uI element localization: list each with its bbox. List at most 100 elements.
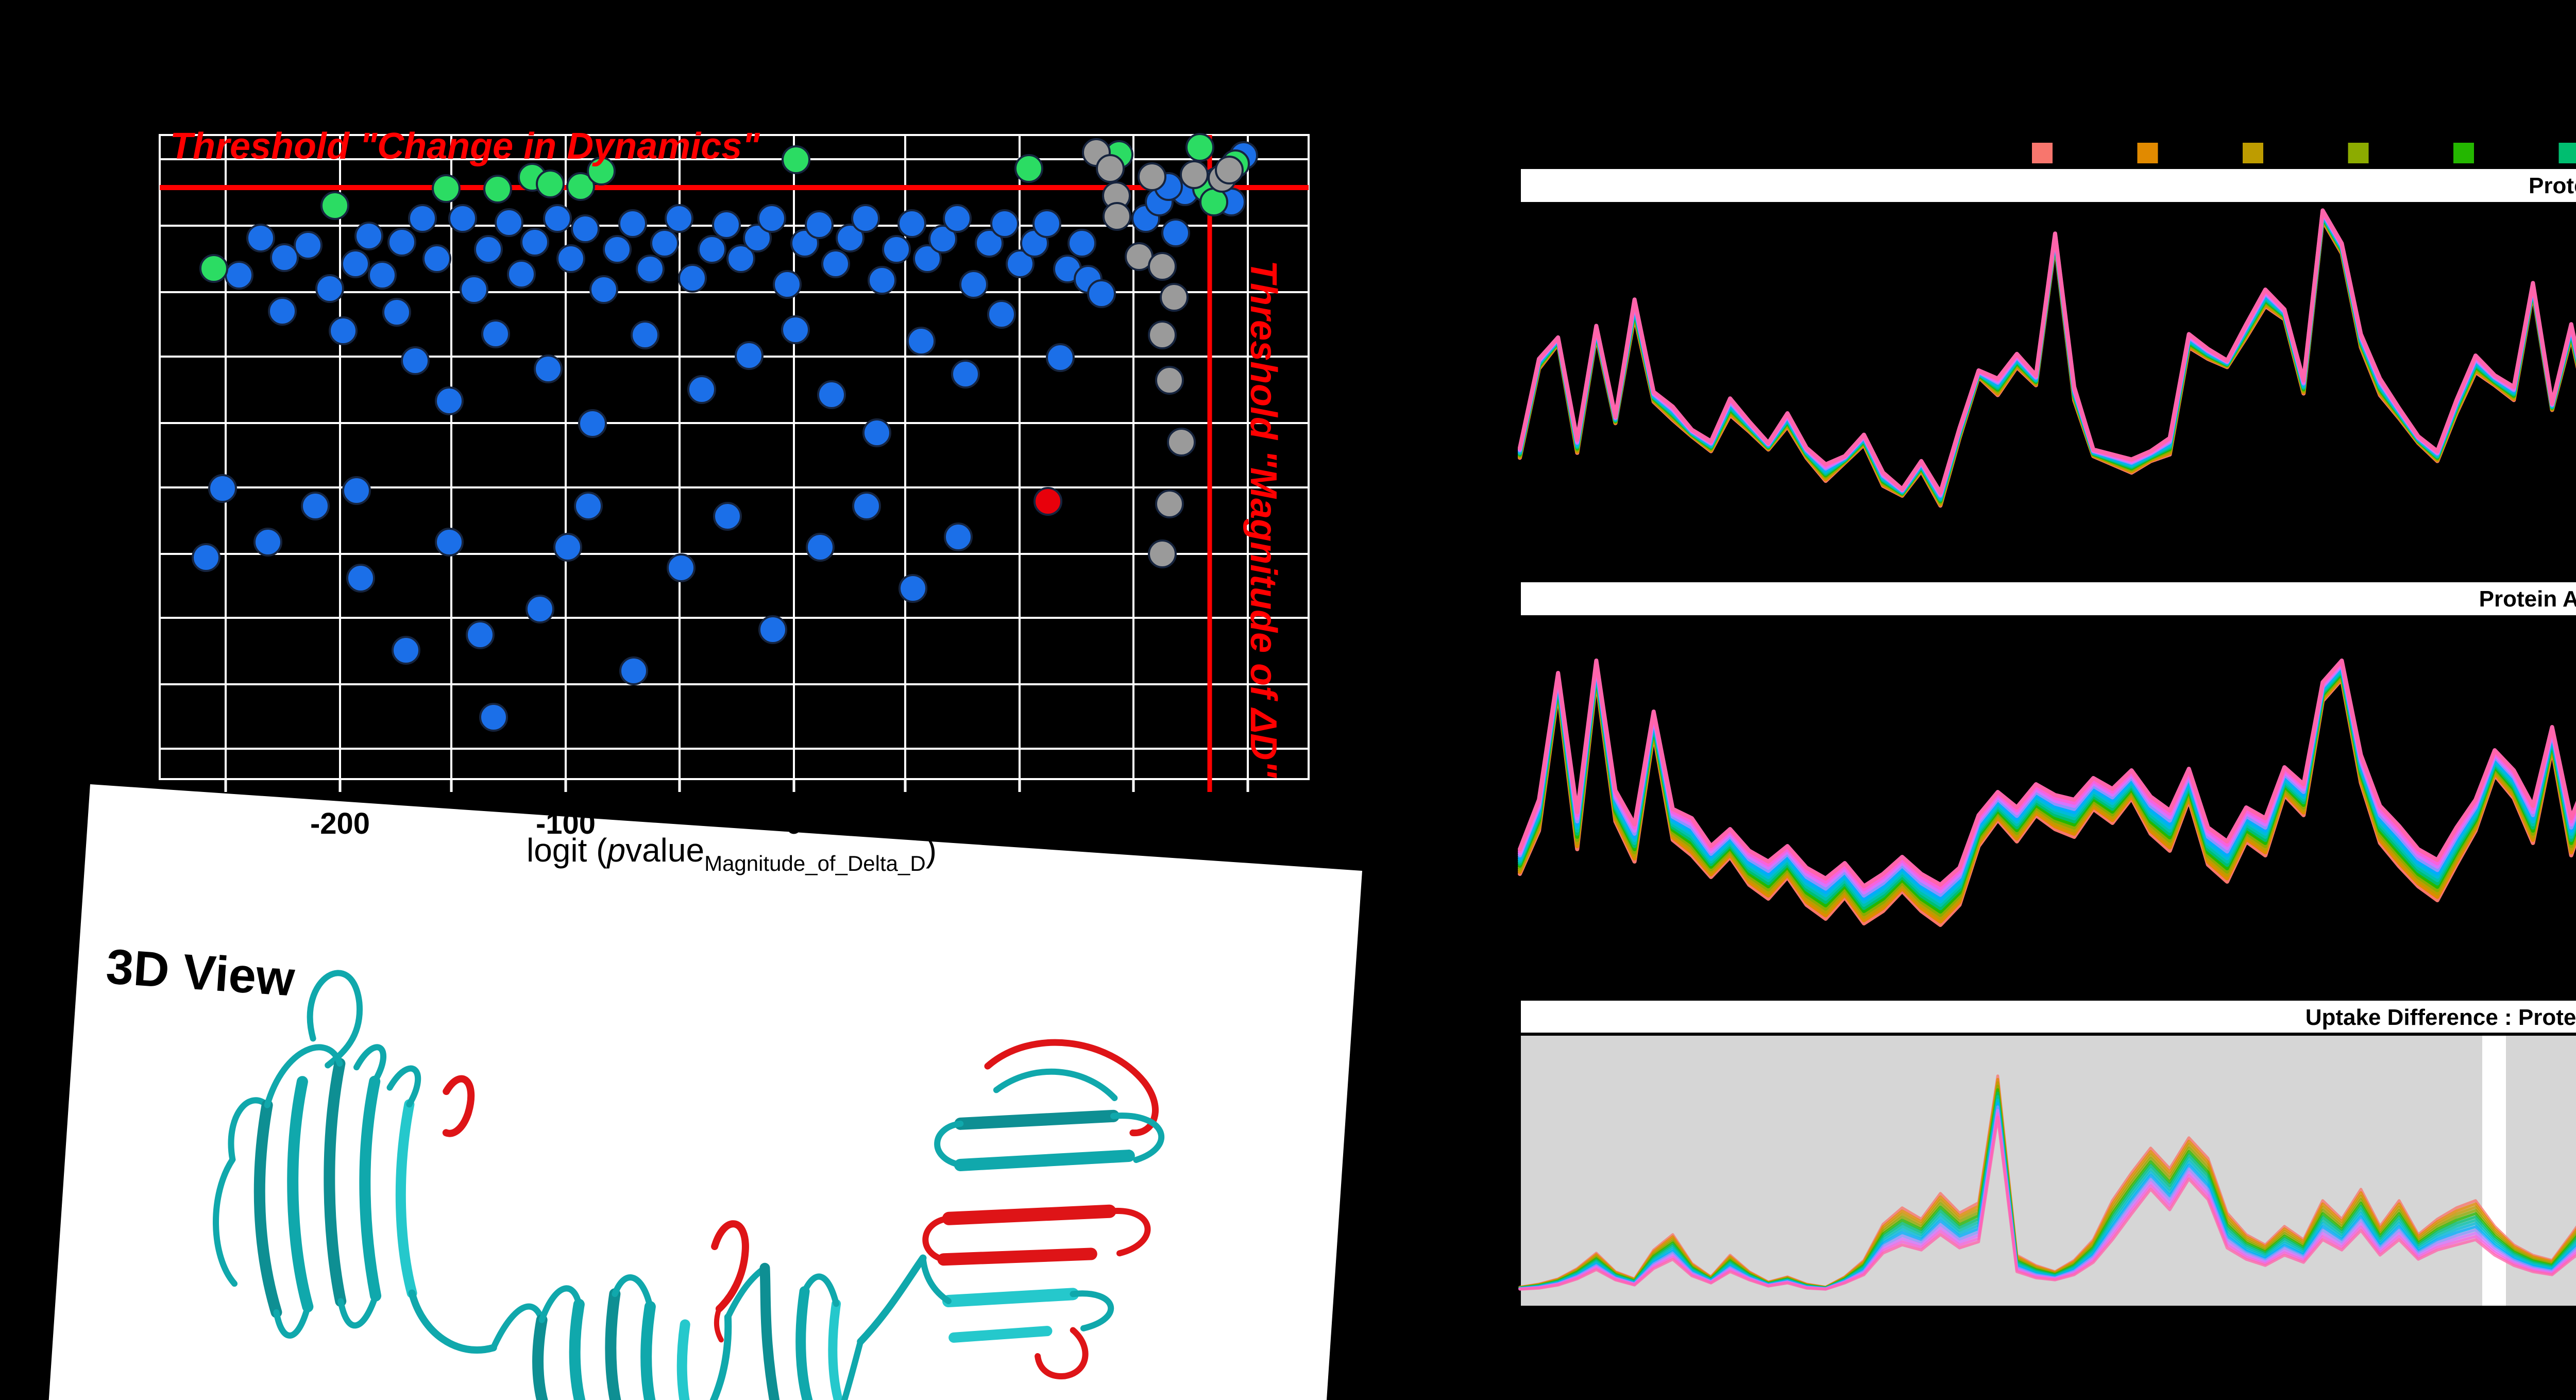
volcano-dot-blue[interactable]: [253, 528, 282, 556]
volcano-dot-blue[interactable]: [1161, 218, 1190, 247]
volcano-dot-blue[interactable]: [667, 553, 696, 582]
volcano-dot-gray[interactable]: [1148, 539, 1177, 568]
volcano-dot-blue[interactable]: [526, 595, 554, 623]
volcano-dot-blue[interactable]: [805, 210, 834, 239]
volcano-dot-gray[interactable]: [1155, 490, 1184, 518]
volcano-dot-blue[interactable]: [520, 228, 549, 257]
volcano-dot-blue[interactable]: [868, 266, 896, 295]
volcano-dot-blue[interactable]: [943, 204, 972, 233]
volcano-dot-blue[interactable]: [1067, 229, 1096, 258]
volcano-dot-blue[interactable]: [556, 244, 585, 273]
volcano-dot-blue[interactable]: [817, 380, 846, 409]
protein-ribbon[interactable]: 3D View: [76, 939, 1170, 1400]
volcano-dot-blue[interactable]: [928, 225, 957, 254]
volcano-dot-blue[interactable]: [944, 522, 973, 551]
volcano-dot-blue[interactable]: [574, 492, 603, 520]
volcano-dot-blue[interactable]: [270, 243, 299, 272]
volcano-dot-blue[interactable]: [354, 222, 383, 250]
volcano-dot-blue[interactable]: [301, 492, 330, 520]
volcano-dot-blue[interactable]: [618, 209, 647, 238]
volcano-dot-blue[interactable]: [698, 235, 726, 264]
volcano-dot-blue[interactable]: [422, 244, 451, 273]
volcano-dot-blue[interactable]: [589, 275, 618, 304]
volcano-dot-blue[interactable]: [781, 315, 810, 344]
volcano-dot-green[interactable]: [782, 145, 810, 174]
volcano-dot-blue[interactable]: [743, 224, 772, 252]
legend-swatch[interactable]: [2137, 143, 2158, 163]
volcano-dot-blue[interactable]: [603, 235, 632, 264]
volcano-dot-blue[interactable]: [1006, 249, 1035, 278]
volcano-dot-blue[interactable]: [713, 502, 742, 531]
volcano-dot-gray[interactable]: [1138, 162, 1166, 191]
volcano-dot-blue[interactable]: [806, 533, 835, 562]
volcano-dot-blue[interactable]: [346, 564, 375, 593]
volcano-dot-blue[interactable]: [192, 543, 221, 572]
volcano-dot-green[interactable]: [320, 191, 349, 220]
legend-swatch[interactable]: [2032, 143, 2053, 163]
volcano-dot-green[interactable]: [1185, 133, 1214, 162]
volcano-dot-blue[interactable]: [481, 319, 510, 348]
volcano-dot-gray[interactable]: [1155, 366, 1184, 395]
volcano-dot-blue[interactable]: [571, 214, 600, 243]
viewer3d-panel[interactable]: 3D View: [47, 784, 1362, 1400]
volcano-dot-blue[interactable]: [507, 260, 536, 289]
volcano-dot-green[interactable]: [483, 175, 512, 204]
volcano-dot-blue[interactable]: [735, 341, 764, 370]
volcano-dot-blue[interactable]: [341, 249, 370, 278]
volcano-dot-blue[interactable]: [913, 244, 942, 273]
volcano-dot-blue[interactable]: [821, 249, 850, 278]
volcano-dot-gray[interactable]: [1096, 154, 1125, 183]
panel-protein-a[interactable]: Protein A: [1518, 169, 2576, 508]
volcano-dot-blue[interactable]: [382, 298, 411, 327]
legend-swatch[interactable]: [2558, 143, 2576, 163]
volcano-dot-blue[interactable]: [543, 204, 572, 233]
volcano-dot-gray[interactable]: [1148, 252, 1177, 281]
volcano-dot-green[interactable]: [199, 254, 228, 283]
volcano-dot-green[interactable]: [587, 157, 616, 185]
volcano-dot-blue[interactable]: [268, 297, 297, 326]
volcano-dot-blue[interactable]: [975, 229, 1004, 258]
volcano-dot-blue[interactable]: [757, 204, 786, 233]
legend-swatch[interactable]: [2348, 143, 2369, 163]
volcano-dot-blue[interactable]: [466, 620, 495, 649]
volcano-dot-blue[interactable]: [773, 270, 802, 299]
volcano-dot-blue[interactable]: [368, 261, 397, 290]
volcano-dot-blue[interactable]: [208, 474, 237, 503]
legend-swatch[interactable]: [2453, 143, 2474, 163]
volcano-dot-blue[interactable]: [852, 492, 881, 520]
volcano-dot-green[interactable]: [566, 172, 595, 201]
volcano-dot-blue[interactable]: [882, 235, 911, 264]
volcano-dot-blue[interactable]: [712, 210, 741, 239]
volcano-dot-green[interactable]: [432, 174, 461, 203]
volcano-dot-blue[interactable]: [650, 229, 679, 258]
volcano-dot-blue[interactable]: [534, 355, 563, 383]
volcano-dot-blue[interactable]: [294, 231, 323, 260]
panel-uptake-difference[interactable]: Uptake Difference : Protein A - (Protein…: [1518, 1001, 2576, 1306]
volcano-dot-gray[interactable]: [1103, 202, 1131, 231]
volcano-dot-blue[interactable]: [342, 476, 371, 505]
volcano-dot-blue[interactable]: [665, 204, 693, 233]
volcano-dot-blue[interactable]: [899, 574, 927, 603]
volcano-dot-red[interactable]: [1033, 487, 1062, 516]
volcano-dot-blue[interactable]: [495, 208, 523, 237]
volcano-dot-blue[interactable]: [401, 346, 430, 375]
volcano-dot-blue[interactable]: [631, 321, 659, 349]
volcano-dot-blue[interactable]: [387, 228, 416, 257]
volcano-dot-blue[interactable]: [435, 386, 464, 415]
panel-protein-a-ligand[interactable]: Protein A + Ligand: [1518, 582, 2576, 927]
volcano-dot-blue[interactable]: [460, 275, 488, 304]
volcano-dot-blue[interactable]: [225, 261, 253, 290]
volcano-dot-blue[interactable]: [987, 300, 1016, 329]
volcano-dot-blue[interactable]: [1032, 209, 1061, 238]
volcano-dot-blue[interactable]: [959, 270, 988, 299]
volcano-dot-blue[interactable]: [758, 615, 787, 644]
legend-swatch[interactable]: [2243, 143, 2263, 163]
volcano-dot-blue[interactable]: [836, 224, 865, 252]
volcano-dot-gray[interactable]: [1148, 321, 1177, 349]
volcano-dot-blue[interactable]: [678, 264, 707, 293]
volcano-dot-blue[interactable]: [862, 418, 891, 447]
volcano-dot-blue[interactable]: [687, 375, 716, 404]
volcano-dot-blue[interactable]: [329, 316, 358, 345]
volcano-dot-blue[interactable]: [619, 656, 648, 685]
volcano-dot-blue[interactable]: [246, 224, 275, 252]
